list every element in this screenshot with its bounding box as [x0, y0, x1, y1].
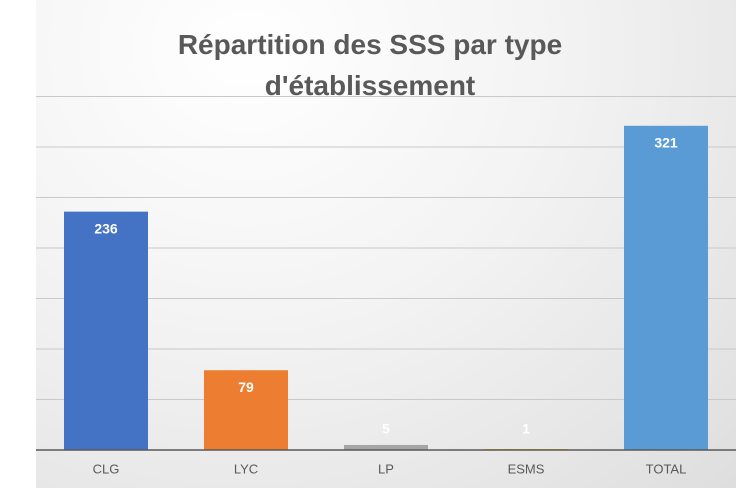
data-label: 236	[94, 220, 118, 236]
x-tick-label: ESMS	[508, 461, 545, 476]
data-label: 1	[522, 421, 530, 437]
bar	[624, 125, 708, 450]
chart-title: Répartition des SSS par type d'établisse…	[177, 29, 563, 101]
bar	[344, 444, 428, 450]
x-tick-label: TOTAL	[646, 461, 687, 476]
x-tick-label: LP	[378, 461, 394, 476]
data-label: 321	[654, 134, 678, 150]
bar	[64, 211, 148, 450]
data-label: 5	[382, 421, 390, 437]
bar	[204, 370, 288, 450]
data-label: 79	[238, 379, 254, 395]
x-tick-label: CLG	[93, 461, 120, 476]
x-tick-label: LYC	[234, 461, 258, 476]
chart-background	[36, 0, 736, 488]
